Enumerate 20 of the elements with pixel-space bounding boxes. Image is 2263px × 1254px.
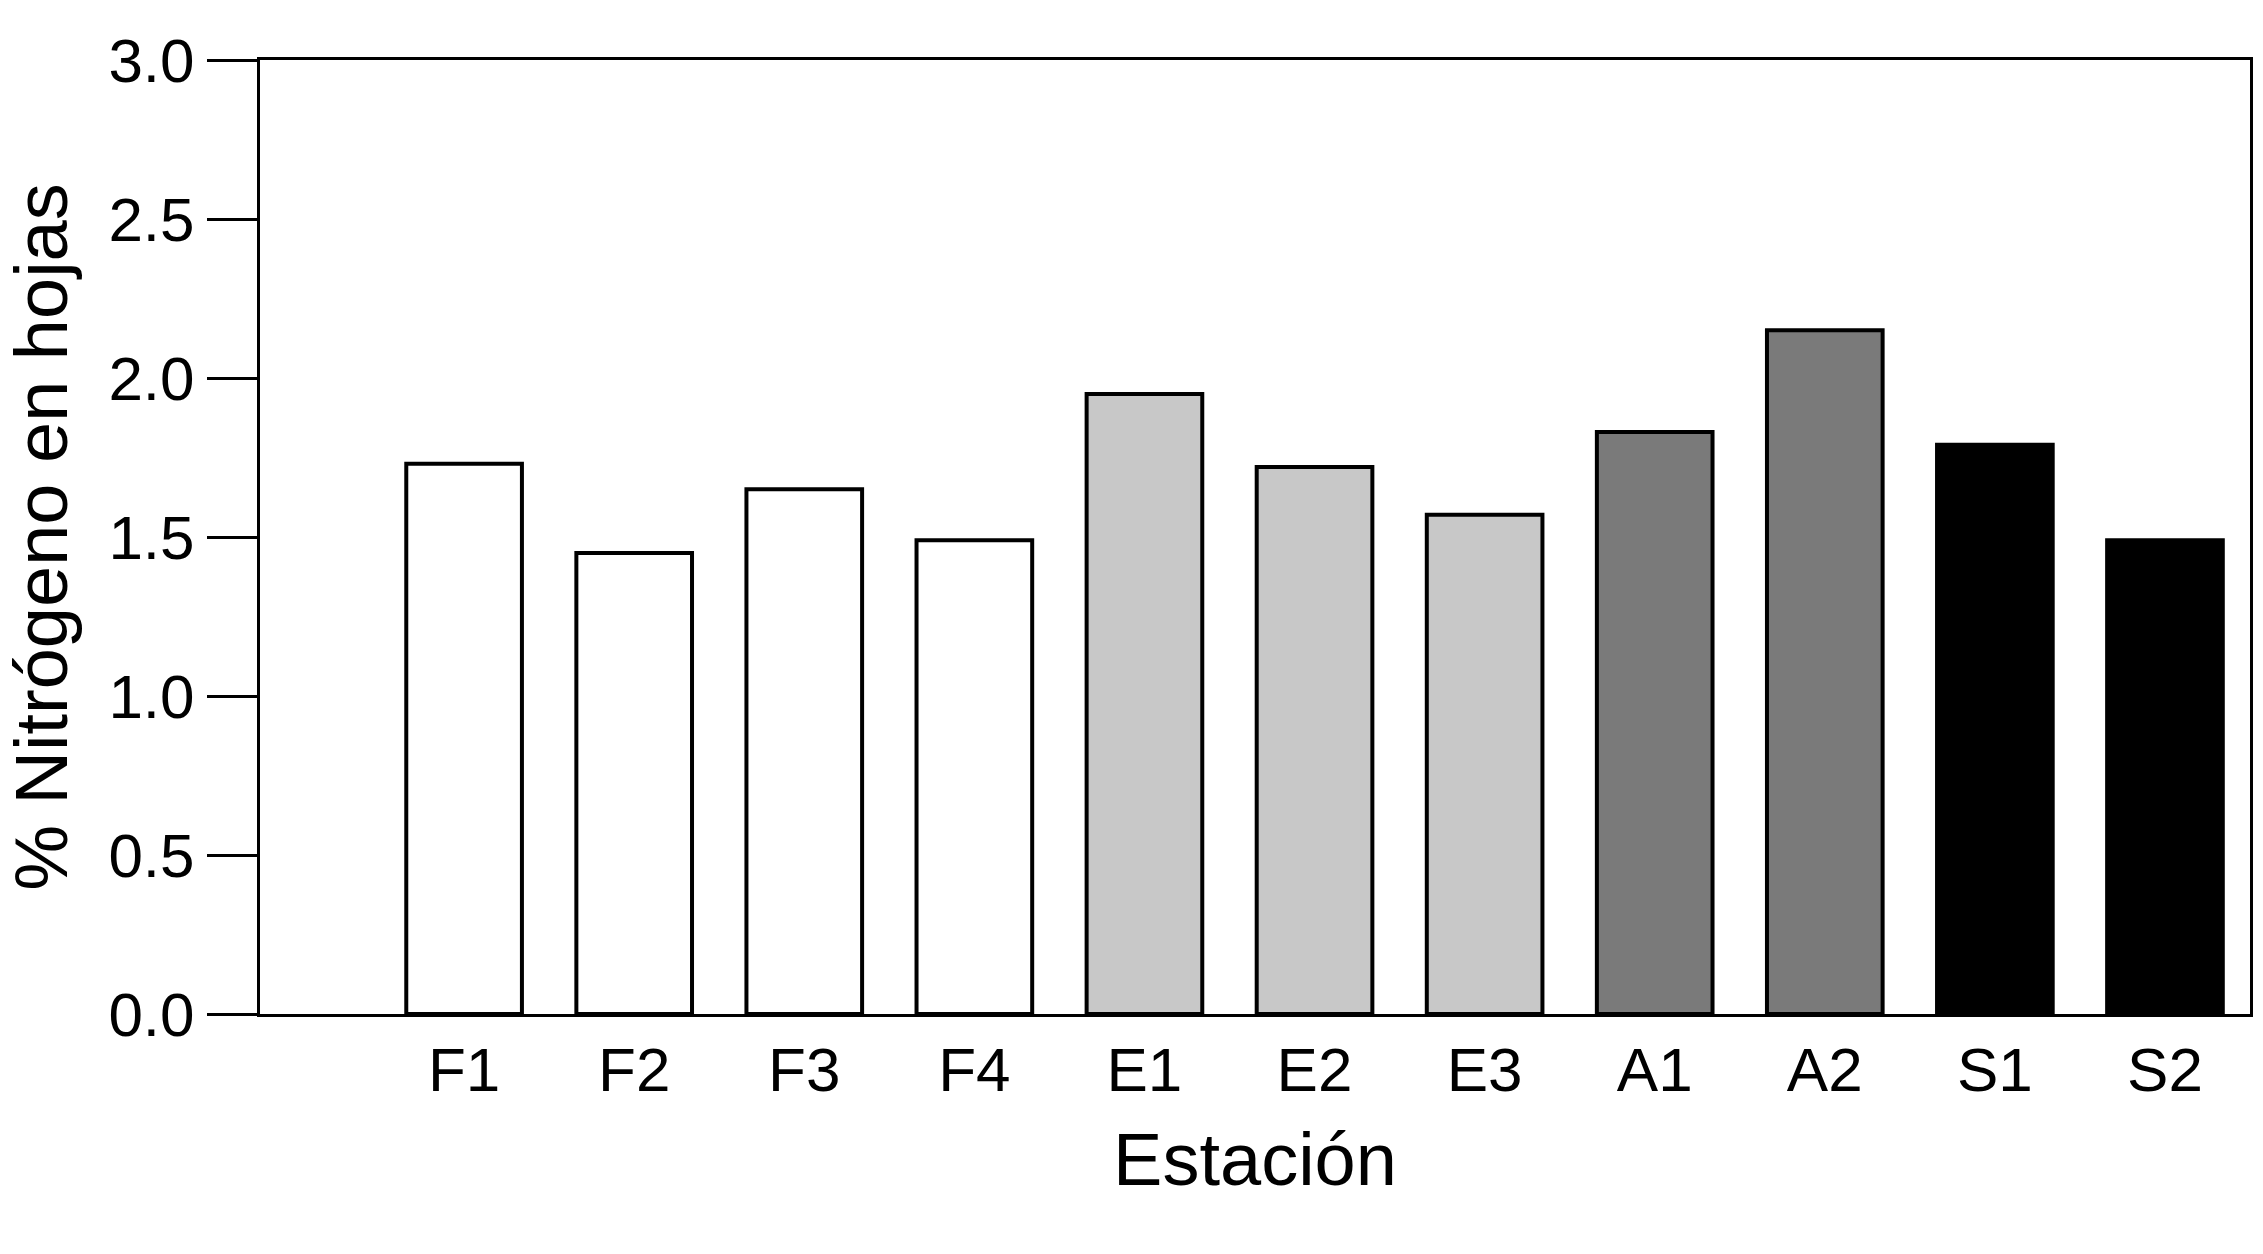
x-tick-label: S1	[1956, 1035, 2033, 1105]
y-tick-label: 2.5	[108, 184, 195, 254]
y-tick-label: 1.5	[108, 502, 195, 572]
x-tick-label: E2	[1276, 1035, 1353, 1105]
y-tick-label: 0.0	[108, 979, 195, 1049]
y-tick-label: 0.5	[108, 820, 195, 890]
y-tick-label: 3.0	[108, 25, 195, 95]
x-tick-label: F2	[598, 1035, 671, 1105]
x-tick-label: A1	[1616, 1035, 1693, 1105]
x-tick-label: S2	[2127, 1035, 2203, 1105]
x-tick-label: E3	[1446, 1035, 1523, 1105]
x-tick-label: F3	[768, 1035, 841, 1105]
x-tick-label: F4	[938, 1035, 1011, 1105]
y-tick-label: 2.0	[108, 343, 195, 413]
x-tick-label: A2	[1786, 1035, 1863, 1105]
y-tick-label: 1.0	[108, 661, 195, 731]
x-tick-label: E1	[1106, 1035, 1183, 1105]
x-tick-label: F1	[427, 1035, 501, 1105]
x-axis-title: Estación	[1113, 1117, 1397, 1201]
y-axis-title: % Nitrógeno en hojas	[0, 183, 83, 891]
